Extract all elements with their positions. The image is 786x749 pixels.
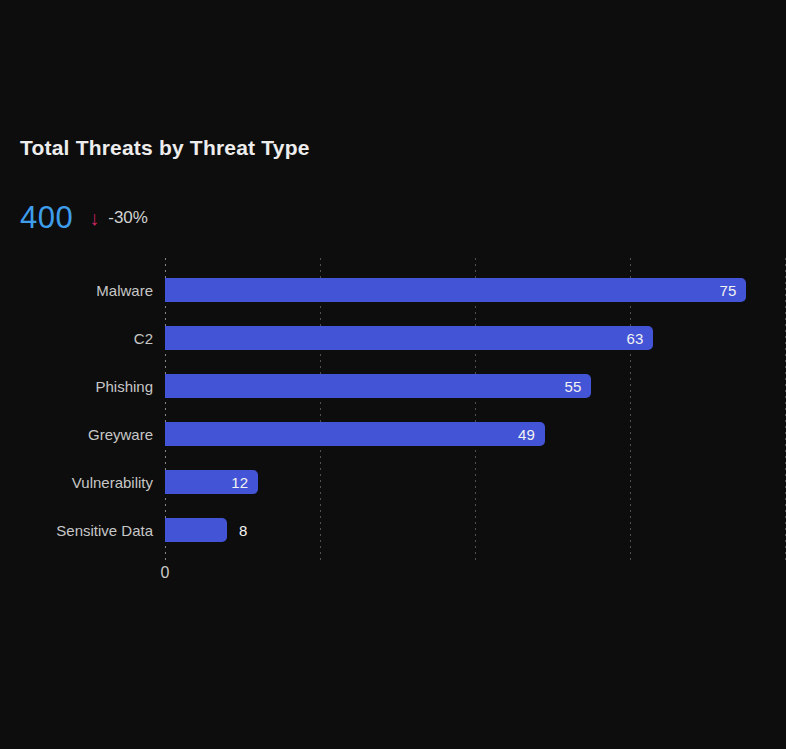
bar[interactable]: 12 bbox=[165, 470, 258, 494]
trend-delta-label: -30% bbox=[108, 208, 148, 228]
category-label: C2 bbox=[20, 330, 153, 347]
category-label: Vulnerability bbox=[20, 474, 153, 491]
bar[interactable] bbox=[165, 518, 227, 542]
category-label: Malware bbox=[20, 282, 153, 299]
bar-row-c2: C2 63 bbox=[20, 314, 785, 362]
bar-row-greyware: Greyware 49 bbox=[20, 410, 785, 458]
value-label: 8 bbox=[239, 523, 247, 538]
bar[interactable]: 75 bbox=[165, 278, 746, 302]
bar-rows: Malware 75 C2 63 Phishing 55 Greyware 49 Vulnera… bbox=[20, 258, 785, 562]
stat-row: 400 ↓ -30% bbox=[20, 199, 148, 237]
x-axis-tick-zero: 0 bbox=[151, 564, 179, 582]
category-label: Greyware bbox=[20, 426, 153, 443]
bar-track: 75 bbox=[165, 278, 785, 302]
bar-row-vulnerability: Vulnerability 12 bbox=[20, 458, 785, 506]
bar[interactable]: 63 bbox=[165, 326, 653, 350]
threats-summary-card: Total Threats by Threat Type 400 ↓ -30% … bbox=[0, 0, 786, 749]
bar[interactable]: 49 bbox=[165, 422, 545, 446]
bar-row-malware: Malware 75 bbox=[20, 266, 785, 314]
bar-track: 12 bbox=[165, 470, 785, 494]
bar[interactable]: 55 bbox=[165, 374, 591, 398]
category-label: Sensitive Data bbox=[20, 522, 153, 539]
chart-title: Total Threats by Threat Type bbox=[20, 136, 310, 160]
value-label: 55 bbox=[565, 379, 582, 394]
bar-row-phishing: Phishing 55 bbox=[20, 362, 785, 410]
category-label: Phishing bbox=[20, 378, 153, 395]
bar-track: 63 bbox=[165, 326, 785, 350]
value-label: 63 bbox=[627, 331, 644, 346]
bar-track: 49 bbox=[165, 422, 785, 446]
bar-track: 55 bbox=[165, 374, 785, 398]
horizontal-bar-chart: Malware 75 C2 63 Phishing 55 Greyware 49 Vulnera… bbox=[20, 258, 785, 562]
value-label: 75 bbox=[720, 283, 737, 298]
bar-row-sensitive-data: Sensitive Data 8 bbox=[20, 506, 785, 554]
bar-track: 8 bbox=[165, 518, 785, 542]
value-label: 12 bbox=[231, 475, 248, 490]
total-threats-value: 400 bbox=[20, 200, 73, 236]
value-label: 49 bbox=[518, 427, 535, 442]
arrow-down-icon: ↓ bbox=[89, 208, 99, 228]
